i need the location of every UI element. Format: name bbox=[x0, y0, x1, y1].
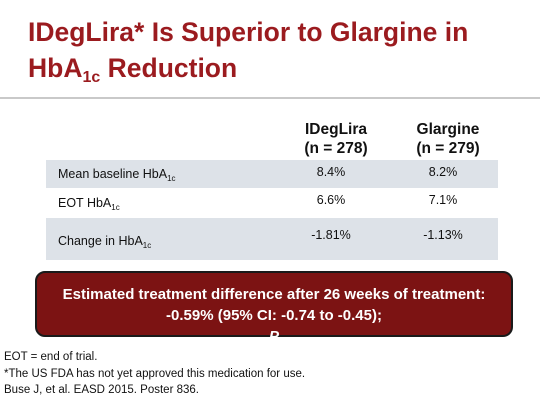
title-hba-subscript: 1c bbox=[82, 69, 101, 86]
title-divider bbox=[0, 97, 540, 99]
callout-p-value: < .001 bbox=[252, 349, 296, 366]
title-line-2: HbA1c Reduction bbox=[28, 50, 528, 86]
row-label-subscript: 1c bbox=[142, 241, 152, 250]
treatment-difference-callout: Estimated treatment difference after 26 … bbox=[35, 271, 513, 366]
row-value-glargine: 8.2% bbox=[428, 165, 458, 179]
slide-title: IDegLira* Is Superior to Glargine in HbA… bbox=[28, 14, 528, 86]
row-label: Change in HbA1c bbox=[58, 234, 152, 250]
footnote-reference: Buse J, et al. EASD 2015. Poster 836. bbox=[4, 384, 199, 396]
column-header-glargine: Glargine (n = 279) bbox=[388, 120, 508, 158]
callout-line-2: -0.59% (95% CI: -0.74 to -0.45); P < .00… bbox=[37, 305, 511, 368]
column-n-ideglira: (n = 278) bbox=[304, 140, 368, 157]
row-label: EOT HbA1c bbox=[58, 196, 120, 212]
table-row: Change in HbA1c -1.81% -1.13% bbox=[46, 218, 498, 260]
row-label: Mean baseline HbA1c bbox=[58, 167, 176, 183]
footnotes: EOT = end of trial. *The US FDA has not … bbox=[4, 349, 305, 399]
callout-ci-text: -0.59% (95% CI: -0.74 to -0.45); bbox=[166, 307, 382, 324]
row-value-ideglira: 8.4% bbox=[316, 165, 346, 179]
table-row: EOT HbA1c 6.6% 7.1% bbox=[46, 188, 498, 218]
title-hba: HbA bbox=[28, 53, 83, 83]
row-label-text: EOT HbA bbox=[58, 196, 112, 210]
footnote-fda: *The US FDA has not yet approved this me… bbox=[4, 367, 306, 380]
row-value-ideglira: -1.81% bbox=[311, 228, 351, 242]
row-label-subscript: 1c bbox=[167, 174, 176, 183]
callout-line-1: Estimated treatment difference after 26 … bbox=[62, 286, 486, 303]
table-row: Mean baseline HbA1c 8.4% 8.2% bbox=[46, 160, 498, 188]
results-table: Mean baseline HbA1c 8.4% 8.2% EOT HbA1c … bbox=[46, 160, 498, 260]
row-label-subscript: 1c bbox=[111, 203, 120, 212]
row-value-glargine: 7.1% bbox=[428, 193, 458, 207]
callout-p-symbol: P bbox=[268, 328, 279, 345]
column-n-glargine: (n = 279) bbox=[416, 140, 480, 157]
row-value-ideglira: 6.6% bbox=[316, 193, 346, 207]
title-reduction: Reduction bbox=[100, 53, 238, 83]
column-name-glargine: Glargine bbox=[416, 121, 480, 138]
row-value-glargine: -1.13% bbox=[423, 228, 463, 242]
row-label-text: Change in HbA bbox=[58, 234, 143, 248]
column-header-ideglira: IDegLira (n = 278) bbox=[276, 120, 396, 158]
row-label-text: Mean baseline HbA bbox=[58, 167, 168, 181]
column-name-ideglira: IDegLira bbox=[304, 121, 367, 138]
footnote-eot: EOT = end of trial. bbox=[4, 351, 98, 363]
title-line-1: IDegLira* Is Superior to Glargine in bbox=[28, 17, 469, 47]
